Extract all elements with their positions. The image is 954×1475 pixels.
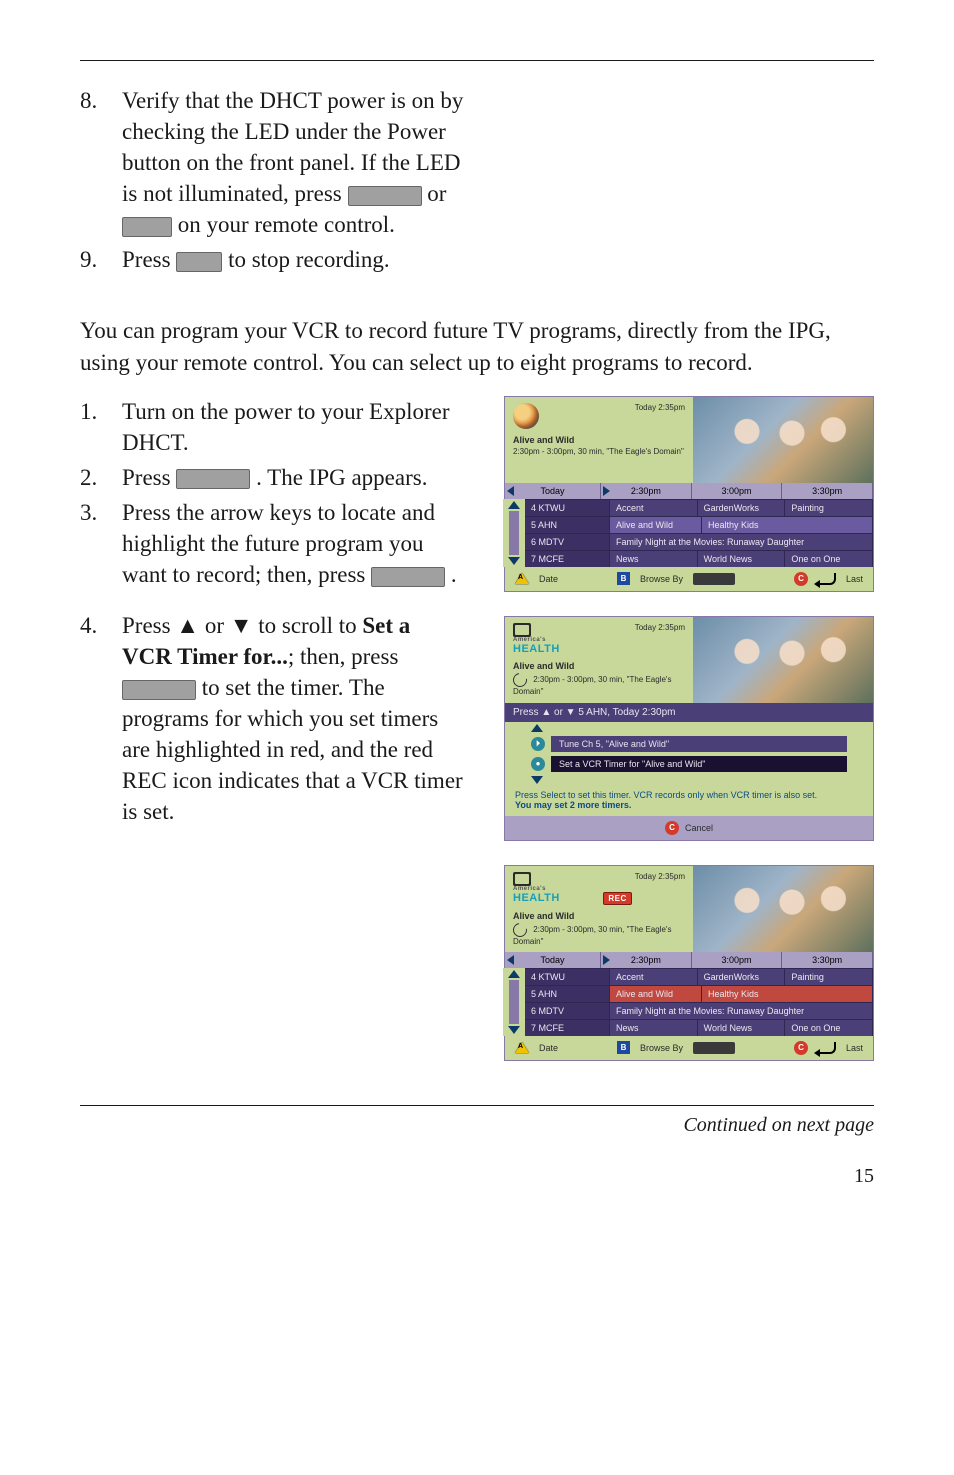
ipg-mock-grid-rec: America's HEALTH REC Today 2:35pm Alive … xyxy=(504,865,874,1061)
step-8: 8. Verify that the DHCT power is on by c… xyxy=(80,85,464,240)
chevron-right-icon xyxy=(603,486,610,496)
button-blank-icon xyxy=(176,252,222,272)
button-blank-icon xyxy=(122,217,172,237)
step-9-num: 9. xyxy=(80,244,122,275)
step-9: 9. Press to stop recording. xyxy=(80,244,464,275)
pill-key-icon xyxy=(693,573,735,585)
chevron-up-icon xyxy=(508,501,520,509)
tv-icon xyxy=(513,623,531,637)
step-8-body: Verify that the DHCT power is on by chec… xyxy=(122,85,464,240)
step-3: 3. Press the arrow keys to locate and hi… xyxy=(80,497,464,590)
tv-icon xyxy=(513,872,531,886)
button-blank-icon xyxy=(371,567,445,587)
grid-row: 6 MDTV Family Night at the Movies: Runaw… xyxy=(525,533,873,550)
grid-row: 4 KTWU Accent GardenWorks Painting xyxy=(525,499,873,516)
ipg-mock-grid: Today 2:35pm Alive and Wild 2:30pm - 3:0… xyxy=(504,396,874,592)
grid-row-selected: 5 AHN Alive and Wild Healthy Kids xyxy=(525,516,873,533)
option-row xyxy=(505,774,873,786)
chevron-up-icon xyxy=(531,724,543,732)
grid-vscroll xyxy=(503,499,525,567)
grid-row: 7 MCFE News World News One on One xyxy=(525,550,873,567)
option-dot-icon: ● xyxy=(531,757,545,771)
bottom-rule xyxy=(80,1105,874,1106)
chevron-up-icon xyxy=(508,970,520,978)
top-rule xyxy=(80,60,874,61)
option-dot-icon: ⏵ xyxy=(531,737,545,751)
b-key-icon: B xyxy=(617,1041,630,1054)
step-1: 1. Turn on the power to your Explorer DH… xyxy=(80,396,464,458)
step-9-body: Press to stop recording. xyxy=(122,244,464,275)
c-key-icon: C xyxy=(794,1041,808,1055)
grid-row: 6 MDTV Family Night at the Movies: Runaw… xyxy=(525,1002,873,1019)
option-row-selected: ● Set a VCR Timer for "Alive and Wild" xyxy=(505,754,873,774)
grid-row: 4 KTWU Accent GardenWorks Painting xyxy=(525,968,873,985)
button-blank-icon xyxy=(122,680,196,700)
chevron-right-icon xyxy=(603,955,610,965)
grid-header: Today 2:30pm 3:00pm 3:30pm xyxy=(505,952,873,968)
option-row xyxy=(505,722,873,734)
grid-row-timer: 5 AHN Alive and Wild Healthy Kids xyxy=(525,985,873,1002)
chevron-left-icon xyxy=(507,955,514,965)
page-number: 15 xyxy=(683,1165,874,1188)
return-icon xyxy=(818,573,836,585)
grid-row: 7 MCFE News World News One on One xyxy=(525,1019,873,1036)
chevron-down-icon xyxy=(508,1026,520,1034)
channel-logo: America's HEALTH xyxy=(513,886,685,904)
mock-footbar: Date BBrowse By C Last xyxy=(505,567,873,591)
step-2: 2. Press . The IPG appears. xyxy=(80,462,464,493)
c-key-icon: C xyxy=(665,821,679,835)
intro-paragraph: You can program your VCR to record futur… xyxy=(80,315,874,379)
option-row: ⏵ Tune Ch 5, "Alive and Wild" xyxy=(505,734,873,754)
rec-badge: REC xyxy=(603,892,631,905)
step-4: 4. Press ▲ or ▼ to scroll to Set a VCR T… xyxy=(80,610,464,827)
preview-thumbnail xyxy=(693,617,873,703)
c-key-icon: C xyxy=(794,572,808,586)
preview-thumbnail xyxy=(693,866,873,952)
return-icon xyxy=(818,1042,836,1054)
mock-footbar: C Cancel xyxy=(505,816,873,840)
ipg-mock-options: America's HEALTH Today 2:35pm Alive and … xyxy=(504,616,874,841)
grid-vscroll xyxy=(503,968,525,1036)
pill-key-icon xyxy=(693,1042,735,1054)
mock-footbar: Date BBrowse By C Last xyxy=(505,1036,873,1060)
button-blank-icon xyxy=(176,469,250,489)
continued-label: Continued on next page xyxy=(683,1114,874,1137)
b-key-icon: B xyxy=(617,572,630,585)
grid-header: Today 2:30pm 3:00pm 3:30pm xyxy=(505,483,873,499)
channel-logo: America's HEALTH xyxy=(513,637,685,655)
options-title: Press ▲ or ▼ 5 AHN, Today 2:30pm xyxy=(505,703,873,722)
button-blank-icon xyxy=(348,186,422,206)
a-key-icon xyxy=(515,573,529,584)
chevron-down-icon xyxy=(508,557,520,565)
globe-icon xyxy=(513,403,539,429)
a-key-icon xyxy=(515,1042,529,1053)
options-help: Press Select to set this timer. VCR reco… xyxy=(505,786,873,816)
chevron-left-icon xyxy=(507,486,514,496)
step-8-num: 8. xyxy=(80,85,122,240)
preview-thumbnail xyxy=(693,397,873,483)
chevron-down-icon xyxy=(531,776,543,784)
